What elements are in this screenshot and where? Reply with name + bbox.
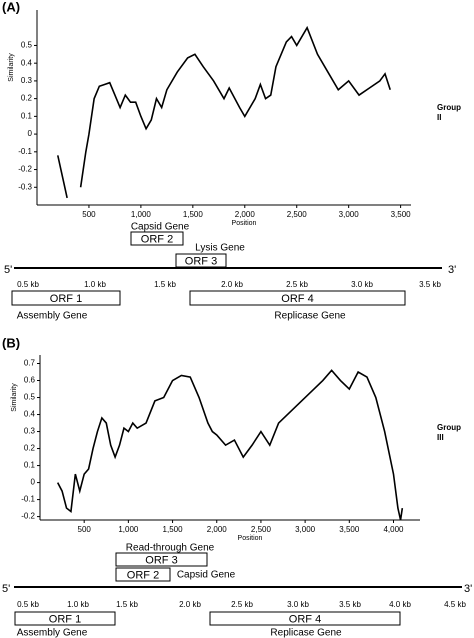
kb-label: 4.5 kb (444, 600, 466, 609)
y-tick-label: 0.5 (24, 393, 36, 402)
gene-label: Assembly Gene (17, 628, 88, 638)
three-prime: 3' (464, 583, 472, 595)
y-tick-label: -0.2 (21, 512, 35, 521)
orf-label: ORF 2 (127, 569, 159, 581)
y-tick-label: 0.4 (21, 58, 33, 67)
data-line (56, 25, 391, 199)
gene-label: Capsid Gene (131, 222, 190, 233)
x-tick-label: 3,000 (295, 525, 316, 534)
x-tick-label: 4,000 (383, 525, 404, 534)
orf-box (175, 253, 227, 268)
x-axis-label: Position (232, 220, 257, 227)
x-tick-label: 2,500 (251, 525, 272, 534)
five-prime: 5' (4, 264, 12, 276)
orf-box (130, 231, 184, 246)
y-tick-label: -0.1 (21, 495, 35, 504)
kb-label: 0.5 kb (17, 280, 39, 289)
gene-label: Lysis Gene (195, 243, 245, 254)
x-tick-label: 3,500 (391, 210, 412, 219)
kb-label: 3.5 kb (419, 280, 441, 289)
group-label: Group II (437, 103, 461, 122)
y-tick-label: 0 (28, 129, 33, 138)
orf-box (11, 290, 121, 306)
gene-label: Assembly Gene (17, 311, 88, 322)
kb-label: 4.0 kb (389, 600, 411, 609)
panel-label: (A) (2, 0, 20, 14)
x-tick-label: 3,000 (339, 210, 360, 219)
kb-label: 3.0 kb (351, 280, 373, 289)
panel-label: (B) (2, 335, 20, 350)
y-tick-label: 0.6 (24, 376, 36, 385)
kb-label: 2.0 kb (179, 600, 201, 609)
y-tick-label: 0.3 (24, 427, 36, 436)
x-tick-label: 1,500 (163, 525, 184, 534)
three-prime: 3' (448, 264, 456, 276)
y-tick-label: 0.1 (21, 111, 33, 120)
gene-label: Read-through Gene (126, 543, 215, 554)
y-tick-label: -0.1 (18, 147, 32, 156)
kb-label: 2.5 kb (231, 600, 253, 609)
y-tick-label: 0.4 (24, 410, 36, 419)
orf-label: ORF 1 (49, 613, 81, 625)
y-axis-label: Similarity (11, 383, 18, 412)
y-tick-label: 0.2 (24, 444, 36, 453)
y-tick-label: 0.3 (21, 76, 33, 85)
y-tick-label: -0.3 (18, 182, 32, 191)
kb-label: 1.0 kb (67, 600, 89, 609)
x-tick-label: 2,000 (207, 525, 228, 534)
x-axis-label: Position (238, 535, 263, 542)
x-tick-label: 1,500 (183, 210, 204, 219)
kb-label: 0.5 kb (17, 600, 39, 609)
x-tick-label: 1,000 (118, 525, 139, 534)
kb-label: 2.0 kb (221, 280, 243, 289)
y-tick-label: -0.2 (18, 165, 32, 174)
orf-box (115, 552, 208, 567)
group-label: Group III (437, 423, 461, 442)
y-tick-label: 0.1 (24, 461, 36, 470)
kb-label: 3.5 kb (339, 600, 361, 609)
kb-label: 2.5 kb (286, 280, 308, 289)
orf-box (189, 290, 406, 306)
orf-box (14, 611, 116, 626)
kb-label: 1.5 kb (116, 600, 138, 609)
orf-label: ORF 3 (185, 255, 217, 267)
orf-label: ORF 4 (281, 293, 313, 305)
five-prime: 5' (2, 583, 10, 595)
y-tick-label: 0.2 (21, 94, 33, 103)
data-line (56, 369, 404, 520)
y-axis-label: Similarity (8, 53, 15, 82)
x-tick-label: 3,500 (339, 525, 360, 534)
kb-label: 1.5 kb (154, 280, 176, 289)
orf-box (115, 567, 171, 582)
y-tick-label: 0.7 (24, 359, 36, 368)
y-tick-label: 0.5 (21, 41, 33, 50)
kb-label: 1.0 kb (84, 280, 106, 289)
orf-box (209, 611, 401, 626)
orf-label: ORF 1 (50, 293, 82, 305)
x-tick-label: 2,000 (235, 210, 256, 219)
orf-label: ORF 2 (141, 233, 173, 245)
x-tick-label: 2,500 (287, 210, 308, 219)
orf-label: ORF 4 (289, 613, 321, 625)
x-tick-label: 500 (82, 210, 96, 219)
gene-label: Replicase Gene (274, 311, 346, 322)
orf-label: ORF 3 (145, 554, 177, 566)
x-tick-label: 1,000 (131, 210, 152, 219)
gene-label: Capsid Gene (177, 570, 236, 581)
y-tick-label: 0 (31, 478, 36, 487)
x-tick-label: 500 (78, 525, 92, 534)
kb-label: 3.0 kb (287, 600, 309, 609)
gene-label: Replicase Gene (270, 628, 342, 638)
